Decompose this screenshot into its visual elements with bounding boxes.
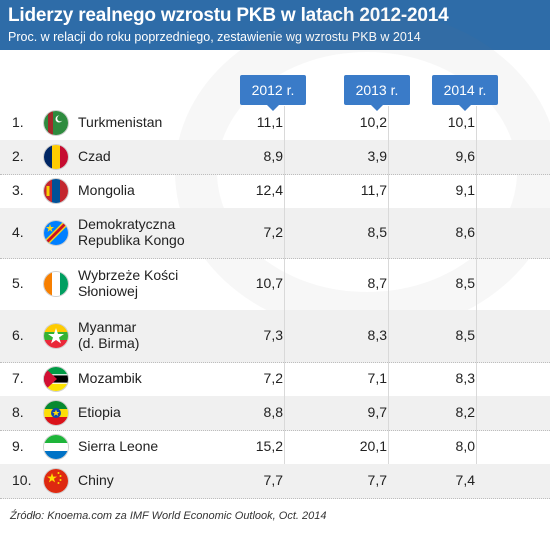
- value-cell: 8,3: [455, 370, 475, 386]
- table-row: 2. Czad 8,9 3,9 9,6: [0, 140, 550, 175]
- table-row: 9. Sierra Leone 15,2 20,1 8,0: [0, 430, 550, 465]
- page-title: Liderzy realnego wzrostu PKB w latach 20…: [8, 5, 449, 26]
- value-cell: 7,1: [367, 370, 387, 386]
- country-name-line: Sierra Leone: [78, 438, 159, 454]
- value-cell: 15,2: [255, 438, 283, 454]
- value-cell: 10,1: [447, 114, 475, 130]
- header-bar: Liderzy realnego wzrostu PKB w latach 20…: [0, 0, 550, 50]
- country-name: Wybrzeże Kości Słoniowej: [78, 267, 178, 299]
- value-cell: 8,5: [455, 327, 475, 343]
- value-cell: 8,8: [263, 404, 283, 420]
- sierra-leone-flag-icon: [44, 435, 68, 459]
- value-cell: 11,1: [256, 114, 283, 130]
- country-name-line: Chiny: [78, 472, 114, 488]
- value-cell: 7,4: [455, 472, 475, 488]
- country-name-line: Republika Kongo: [78, 232, 185, 248]
- value-cell: 8,6: [455, 224, 475, 240]
- value-cell: 8,3: [367, 327, 387, 343]
- turkmenistan-flag-icon: [44, 111, 68, 135]
- row-rank: 1.: [12, 114, 24, 130]
- value-cell: 3,9: [367, 148, 387, 164]
- country-name-line: Turkmenistan: [78, 114, 163, 130]
- row-rank: 2.: [12, 148, 24, 164]
- country-name-line: Myanmar: [78, 319, 137, 335]
- country-name: Chiny: [78, 472, 114, 488]
- value-cell: 7,7: [263, 472, 283, 488]
- country-name-line: Wybrzeże Kości: [78, 267, 179, 283]
- table-row: 6. Myanmar (d. Birma) 7,3 8,3 8,5: [0, 310, 550, 363]
- country-name-line: Słoniowej: [78, 283, 138, 299]
- value-cell: 9,6: [455, 148, 475, 164]
- column-separator: [476, 106, 477, 464]
- mozambique-flag-icon: [44, 367, 68, 391]
- value-cell: 7,2: [263, 224, 283, 240]
- row-rank: 3.: [12, 182, 24, 198]
- row-rank: 8.: [12, 404, 24, 420]
- row-rank: 9.: [12, 438, 24, 454]
- country-name: Mongolia: [78, 182, 135, 198]
- country-name: Myanmar (d. Birma): [78, 319, 139, 351]
- ethiopia-flag-icon: [44, 401, 68, 425]
- table-row: 10. Chiny 7,7 7,7 7,4: [0, 464, 550, 499]
- country-name: Etiopia: [78, 404, 121, 420]
- dr-congo-flag-icon: [44, 221, 68, 245]
- country-name-line: Demokratyczna: [78, 216, 176, 232]
- value-cell: 8,0: [455, 438, 475, 454]
- row-rank: 5.: [12, 275, 24, 291]
- china-flag-icon: [44, 469, 68, 493]
- value-cell: 8,7: [367, 275, 387, 291]
- source-note: Źródło: Knoema.com za IMF World Economic…: [10, 510, 327, 522]
- row-rank: 10.: [12, 472, 32, 488]
- table-row: 1. Turkmenistan 11,1 10,2 10,1: [0, 106, 550, 141]
- value-cell: 8,2: [455, 404, 475, 420]
- country-name-line: Etiopia: [78, 404, 121, 420]
- country-name: Czad: [78, 148, 111, 164]
- column-header-3: 2014 r.: [432, 75, 498, 111]
- table-row: 7. Mozambik 7,2 7,1 8,3: [0, 362, 550, 397]
- value-cell: 7,7: [367, 472, 387, 488]
- ivory-coast-flag-icon: [44, 272, 68, 296]
- value-cell: 8,9: [263, 148, 283, 164]
- country-name-line: Mozambik: [78, 370, 142, 386]
- value-cell: 8,5: [367, 224, 387, 240]
- country-name: Mozambik: [78, 370, 142, 386]
- value-cell: 20,1: [359, 438, 387, 454]
- country-name: Turkmenistan: [78, 114, 162, 130]
- column-separator: [284, 106, 285, 464]
- value-cell: 8,5: [455, 275, 475, 291]
- country-name-line: (d. Birma): [78, 335, 140, 351]
- table-row: 5. Wybrzeże Kości Słoniowej 10,7 8,7 8,5: [0, 258, 550, 311]
- value-cell: 12,4: [255, 182, 283, 198]
- column-header-1: 2012 r.: [240, 75, 306, 111]
- country-name-line: Czad: [78, 148, 111, 164]
- country-name-line: Mongolia: [78, 182, 135, 198]
- mongolia-flag-icon: [44, 179, 68, 203]
- row-rank: 4.: [12, 224, 24, 240]
- table-row: 8. Etiopia 8,8 9,7 8,2: [0, 396, 550, 431]
- row-rank: 6.: [12, 327, 24, 343]
- row-rank: 7.: [12, 370, 24, 386]
- country-name: Demokratyczna Republika Kongo: [78, 216, 185, 248]
- chad-flag-icon: [44, 145, 68, 169]
- value-cell: 11,7: [360, 182, 387, 198]
- myanmar-flag-icon: [44, 324, 68, 348]
- page-subtitle: Proc. w relacji do roku poprzedniego, ze…: [8, 30, 421, 44]
- value-cell: 7,2: [263, 370, 283, 386]
- table-row: 3. Mongolia 12,4 11,7 9,1: [0, 174, 550, 209]
- value-cell: 9,7: [367, 404, 387, 420]
- value-cell: 9,1: [455, 182, 475, 198]
- value-cell: 10,2: [359, 114, 387, 130]
- country-name: Sierra Leone: [78, 438, 158, 454]
- column-separator: [388, 106, 389, 464]
- column-header-2: 2013 r.: [344, 75, 410, 111]
- value-cell: 7,3: [263, 327, 283, 343]
- table-row: 4. Demokratyczna Republika Kongo 7,2 8,5 8,6: [0, 208, 550, 259]
- value-cell: 10,7: [255, 275, 283, 291]
